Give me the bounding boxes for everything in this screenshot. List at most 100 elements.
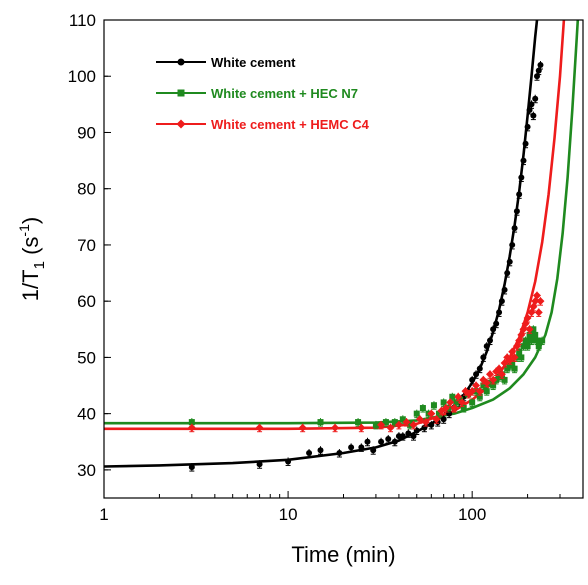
y-tick-label: 50 <box>77 348 96 367</box>
data-point <box>355 419 362 426</box>
y-tick-label: 40 <box>77 405 96 424</box>
fit-curve <box>104 20 566 431</box>
data-point <box>457 398 466 407</box>
data-point <box>522 337 529 344</box>
data-point <box>457 396 464 403</box>
legend-swatch-marker <box>177 58 185 66</box>
data-point <box>530 112 537 119</box>
data-point <box>511 365 518 372</box>
data-point <box>490 382 497 389</box>
y-axis-title-sub: 1 <box>31 261 48 269</box>
data-point <box>516 191 523 198</box>
legend-swatch-marker <box>177 89 185 97</box>
data-point <box>402 418 411 427</box>
data-point <box>496 309 503 316</box>
y-tick-label: 60 <box>77 292 96 311</box>
x-tick-label: 10 <box>279 505 298 524</box>
y-tick-label: 110 <box>69 11 96 30</box>
data-point <box>428 421 435 428</box>
data-point <box>255 423 264 432</box>
x-tick-label: 100 <box>458 505 486 524</box>
data-point <box>386 423 395 432</box>
data-point <box>427 409 436 418</box>
data-point <box>399 433 406 440</box>
data-point <box>450 404 459 413</box>
data-point <box>533 291 542 300</box>
data-point <box>532 95 539 102</box>
legend-label: White cement + HEMC C4 <box>211 117 370 132</box>
data-point <box>453 399 460 406</box>
data-point <box>372 421 379 428</box>
data-point <box>399 416 406 423</box>
data-point <box>472 381 481 390</box>
data-point <box>435 410 442 417</box>
data-point <box>495 364 504 373</box>
data-point <box>421 418 430 427</box>
data-point <box>504 270 511 277</box>
data-point <box>187 423 196 432</box>
data-point <box>391 438 398 445</box>
data-point <box>285 458 292 465</box>
data-point <box>405 430 412 437</box>
x-axis-title: Time (min) <box>291 542 395 567</box>
data-point <box>489 375 498 384</box>
legend-label: White cement + HEC N7 <box>211 86 358 101</box>
data-point <box>522 140 529 147</box>
data-point <box>460 405 467 412</box>
data-point <box>526 331 533 338</box>
data-point <box>364 438 371 445</box>
data-point <box>430 402 437 409</box>
data-point <box>331 423 340 432</box>
data-point <box>534 337 541 344</box>
data-point <box>501 286 508 293</box>
data-point <box>476 393 483 400</box>
data-point <box>532 331 539 338</box>
data-point <box>535 343 542 350</box>
y-axis-title-main: 1/T <box>18 269 43 301</box>
data-point <box>520 157 527 164</box>
data-point <box>501 376 508 383</box>
data-point <box>188 419 195 426</box>
data-point <box>358 444 365 451</box>
data-point <box>348 444 355 451</box>
data-point <box>493 320 500 327</box>
data-point <box>413 410 420 417</box>
data-point <box>509 241 516 248</box>
legend: White cement White cement + HEC N7 White c… <box>156 55 370 132</box>
data-point <box>256 461 263 468</box>
data-point <box>469 399 476 406</box>
data-point <box>528 337 535 344</box>
data-point <box>525 325 534 334</box>
data-point <box>513 208 520 215</box>
data-point <box>446 398 455 407</box>
data-point <box>336 450 343 457</box>
y-tick-label: 30 <box>77 461 96 480</box>
y-axis-title-unit-open: (s <box>18 237 43 261</box>
legend-swatch-marker <box>176 119 186 129</box>
data-point <box>394 420 403 429</box>
data-point <box>518 354 525 361</box>
y-tick-label: 100 <box>68 67 96 86</box>
y-axis-title-unit-close: ) <box>18 217 43 224</box>
data-point <box>480 354 487 361</box>
y-tick-label: 70 <box>77 236 96 255</box>
fit-curve <box>104 20 580 425</box>
data-point <box>486 370 495 379</box>
data-point <box>539 337 546 344</box>
data-point <box>432 415 441 424</box>
legend-label: White cement <box>211 55 296 70</box>
y-tick-label: 90 <box>77 123 96 142</box>
data-point <box>391 419 398 426</box>
data-point <box>520 343 527 350</box>
y-axis-title: 1/T1 (s-1) <box>16 217 48 301</box>
data-point <box>524 343 531 350</box>
data-point <box>440 399 447 406</box>
data-point <box>537 61 544 68</box>
data-point <box>498 298 505 305</box>
data-points <box>187 60 546 472</box>
data-point <box>370 447 377 454</box>
data-point <box>317 419 324 426</box>
y-tick-label: 80 <box>77 180 96 199</box>
data-point <box>534 308 543 317</box>
